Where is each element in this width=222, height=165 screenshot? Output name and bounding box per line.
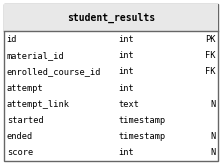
- Bar: [4, 4, 218, 31]
- Text: ended: ended: [7, 132, 33, 141]
- Text: score: score: [7, 148, 33, 157]
- Text: started: started: [7, 116, 44, 125]
- Text: timestamp: timestamp: [119, 132, 166, 141]
- Text: FK: FK: [205, 67, 215, 76]
- Text: timestamp: timestamp: [119, 116, 166, 125]
- Text: text: text: [119, 100, 140, 109]
- Text: enrolled_course_id: enrolled_course_id: [7, 67, 101, 76]
- Text: PK: PK: [205, 35, 215, 44]
- Text: N: N: [210, 132, 215, 141]
- Text: int: int: [119, 67, 135, 76]
- Text: student_results: student_results: [67, 13, 155, 23]
- Text: N: N: [210, 100, 215, 109]
- Text: material_id: material_id: [7, 51, 64, 60]
- Text: int: int: [119, 51, 135, 60]
- Text: attempt_link: attempt_link: [7, 100, 70, 109]
- Text: int: int: [119, 83, 135, 93]
- Text: FK: FK: [205, 51, 215, 60]
- Text: int: int: [119, 35, 135, 44]
- Text: id: id: [7, 35, 17, 44]
- Text: attempt: attempt: [7, 83, 44, 93]
- Text: N: N: [210, 148, 215, 157]
- Text: int: int: [119, 148, 135, 157]
